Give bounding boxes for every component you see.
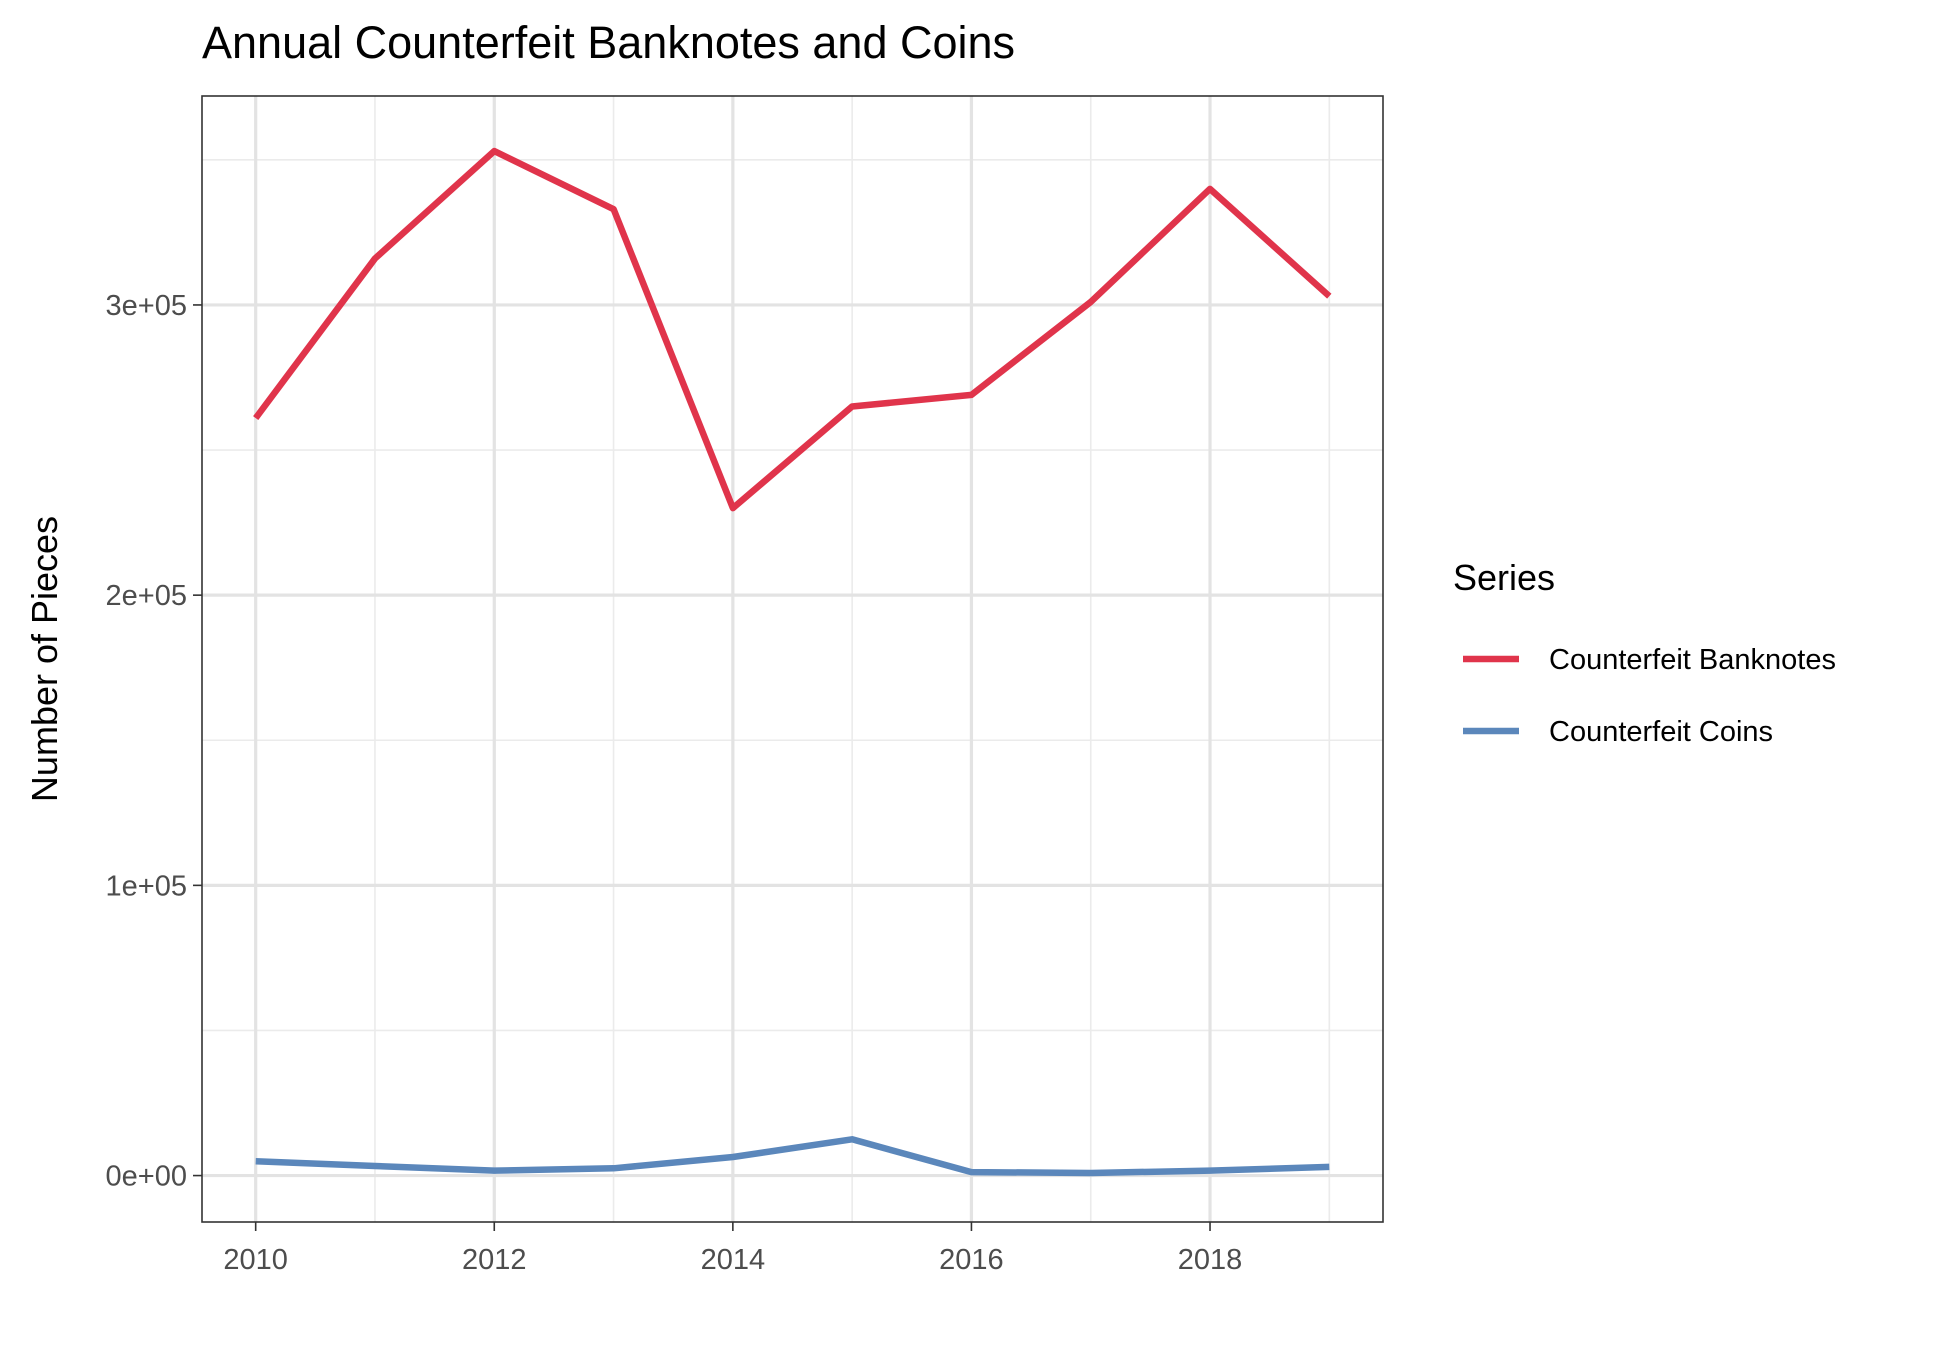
y-tick-label: 1e+05 (106, 870, 187, 902)
series-line-counterfeit-banknotes (253, 147, 1332, 512)
series-lines (253, 147, 1332, 1177)
y-tick-label: 0e+00 (106, 1161, 187, 1193)
axes: 2010 2012 2014 2016 2018 0e+00 1e+05 2e+05 3e+05 (106, 290, 1243, 1276)
x-tick-label: 2014 (701, 1244, 766, 1276)
legend-label: Counterfeit Banknotes (1549, 644, 1836, 676)
legend: Series Counterfeit Banknotes Counterfeit … (1453, 557, 1836, 748)
y-tick-label: 2e+05 (106, 580, 187, 612)
y-tick-label: 3e+05 (106, 290, 187, 322)
grid-lines (202, 96, 1383, 1222)
legend-label: Counterfeit Coins (1549, 716, 1773, 748)
series-line-counterfeit-coins (255, 1136, 1330, 1177)
x-tick-label: 2016 (939, 1244, 1004, 1276)
x-tick-label: 2010 (223, 1244, 288, 1276)
chart-title: Annual Counterfeit Banknotes and Coins (202, 17, 1015, 68)
x-tick-label: 2018 (1178, 1244, 1243, 1276)
y-axis-title: Number of Pieces (24, 516, 65, 802)
legend-title: Series (1453, 557, 1555, 598)
x-tick-label: 2012 (462, 1244, 527, 1276)
plot-panel-border (201, 95, 1384, 1223)
